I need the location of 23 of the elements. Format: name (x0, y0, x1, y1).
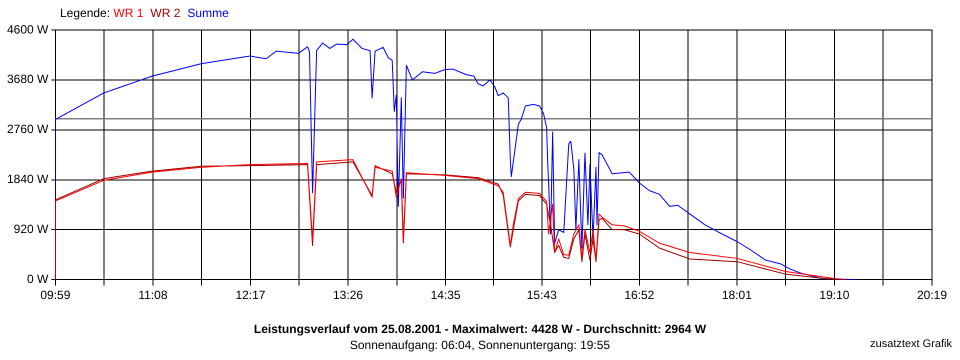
text: WR 2 (150, 6, 180, 20)
y-tick-label: 1840 W (6, 172, 50, 186)
x-tick-label: 16:52 (624, 288, 655, 302)
text: Leistungsverlauf vom 25.08.2001 - Maximalwert: 4428 W - Durchschnitt: 2964 W (252, 322, 708, 336)
text: Sonnenaufgang: 06:04, Sonnenuntergang: 19:55 (350, 338, 610, 352)
x-tick-label: 18:01 (722, 288, 752, 302)
x-tick-label: 15:43 (526, 288, 558, 302)
text: zusatztext Grafik (870, 338, 952, 350)
x-tick-label: 11:08 (138, 288, 168, 302)
y-tick-label: 0 W (27, 272, 50, 286)
x-tick-label: 19:10 (819, 288, 850, 302)
x-tick-label: 12:17 (235, 288, 266, 302)
y-tick-label: 4600 W (6, 22, 50, 36)
x-tick-label: 09:59 (40, 288, 71, 302)
y-tick-label: 920 W (14, 222, 50, 236)
text: Summe (187, 6, 229, 20)
y-tick-label: 3680 W (6, 72, 50, 86)
legend-title: Legende: (60, 6, 112, 20)
y-tick-label: 2760 W (6, 122, 50, 136)
x-tick-label: 20:19 (916, 288, 948, 302)
x-tick-label: 13:26 (333, 288, 364, 302)
x-tick-label: 14:35 (430, 288, 461, 302)
text: WR 1 (113, 6, 144, 20)
